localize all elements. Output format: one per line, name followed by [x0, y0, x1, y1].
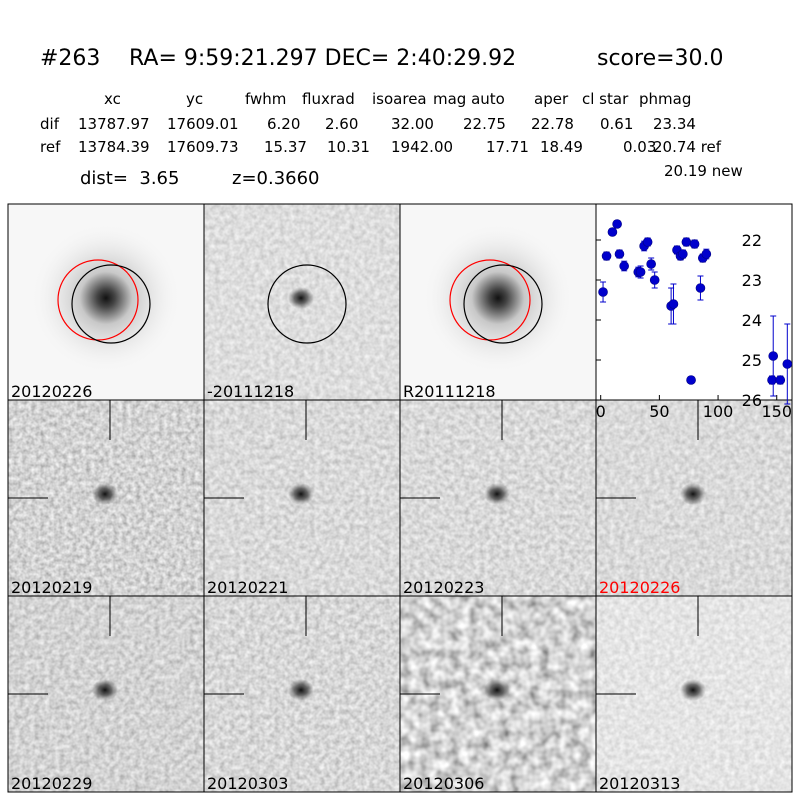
table-cell: 2.60: [325, 115, 358, 133]
y-tick-label: 25: [742, 351, 762, 370]
point: [689, 239, 700, 249]
x-tick-label: 0: [596, 402, 606, 421]
point: [646, 259, 656, 269]
table-cell: ref: [40, 138, 61, 156]
point: [649, 275, 660, 285]
x-tick-label: 50: [649, 402, 669, 421]
table-cell: 15.37: [264, 138, 307, 156]
panel-label: 20120219: [11, 578, 92, 597]
table-cell: dif: [40, 115, 60, 133]
column-header: xc: [104, 90, 121, 108]
point: [635, 267, 646, 277]
point: [614, 249, 625, 259]
panel-label: 20120223: [403, 578, 484, 597]
point: [768, 351, 779, 361]
point: [668, 299, 679, 309]
table-cell: 18.49: [540, 138, 583, 156]
point: [619, 261, 629, 271]
y-tick-label: 26: [742, 391, 762, 410]
panels: 20120226 -20111218 R20111218 20120219 201202…: [7, 203, 793, 793]
column-header: fluxrad: [302, 90, 355, 108]
source: [680, 483, 706, 505]
panel-label: -20111218: [207, 382, 294, 401]
point: [775, 375, 786, 385]
table-cell: 20.74 ref: [653, 138, 722, 156]
table-cell: 0.03: [623, 138, 656, 156]
source: [288, 483, 314, 505]
panel-label: R20111218: [403, 382, 496, 401]
point: [701, 249, 712, 259]
panel-label: 20120221: [207, 578, 288, 597]
table-cell: 13784.39: [78, 138, 150, 156]
panel-label: 20120306: [403, 774, 484, 793]
panel-label: 20120229: [11, 774, 92, 793]
table-cell: 1942.00: [391, 138, 453, 156]
panel-label: 20120313: [599, 774, 680, 793]
source: [288, 287, 314, 309]
candidate-id: #263: [40, 46, 100, 71]
source: [288, 679, 314, 701]
point: [686, 375, 696, 385]
table-cell: 13787.97: [78, 115, 150, 133]
table-cell: 17609.73: [167, 138, 239, 156]
point: [678, 249, 688, 259]
coordinates: RA= 9:59:21.297 DEC= 2:40:29.92: [129, 46, 516, 71]
column-header: cl star: [582, 90, 629, 108]
ref-circle: [57, 259, 139, 341]
panel-label: 20120226: [599, 578, 680, 597]
table-cell: 32.00: [391, 115, 434, 133]
dist: dist= 3.65: [80, 168, 179, 189]
y-tick-label: 22: [742, 231, 762, 250]
score: score=30.0: [597, 46, 724, 71]
new-mag: 20.19 new: [664, 162, 743, 180]
column-header: isoarea: [372, 90, 427, 108]
point: [642, 237, 653, 247]
y-tick-label: 24: [742, 311, 762, 330]
plot-area: [595, 203, 793, 401]
point: [601, 251, 612, 261]
table-cell: 0.61: [600, 115, 633, 133]
dif-circle: [463, 264, 543, 344]
source: [484, 483, 510, 505]
point: [782, 359, 793, 369]
panel-frame: [595, 595, 793, 793]
panel-label: 20120303: [207, 774, 288, 793]
galaxy: [423, 223, 573, 373]
point: [598, 287, 608, 297]
y-tick-label: 23: [742, 271, 762, 290]
column-header: fwhm: [245, 90, 286, 108]
source: [680, 679, 706, 701]
column-header: aper: [534, 90, 569, 108]
table-cell: 22.75: [463, 115, 506, 133]
light-curve: 22 23 24 25 26 0 50 100 150: [595, 203, 793, 421]
source: [92, 483, 118, 505]
x-tick-label: 100: [703, 402, 734, 421]
x-tick-label: 150: [761, 402, 792, 421]
redshift: z=0.3660: [232, 168, 320, 189]
galaxy: [31, 223, 181, 373]
source: [92, 679, 118, 701]
panel-label: 20120226: [11, 382, 92, 401]
dif-circle: [71, 264, 151, 344]
point: [767, 375, 777, 385]
column-header: mag auto: [433, 90, 505, 108]
column-header: yc: [186, 90, 203, 108]
table-cell: 22.78: [531, 115, 574, 133]
source: [484, 679, 510, 701]
table-cell: 17609.01: [167, 115, 239, 133]
point: [612, 219, 622, 229]
point: [695, 283, 706, 293]
column-header: phmag: [639, 90, 691, 108]
table-cell: 23.34: [653, 115, 696, 133]
table-cell: 6.20: [267, 115, 300, 133]
point: [681, 237, 692, 247]
table-cell: 17.71: [486, 138, 529, 156]
table-cell: 10.31: [327, 138, 370, 156]
dif-circle: [267, 264, 347, 344]
ref-circle: [449, 259, 531, 341]
point: [607, 227, 618, 237]
